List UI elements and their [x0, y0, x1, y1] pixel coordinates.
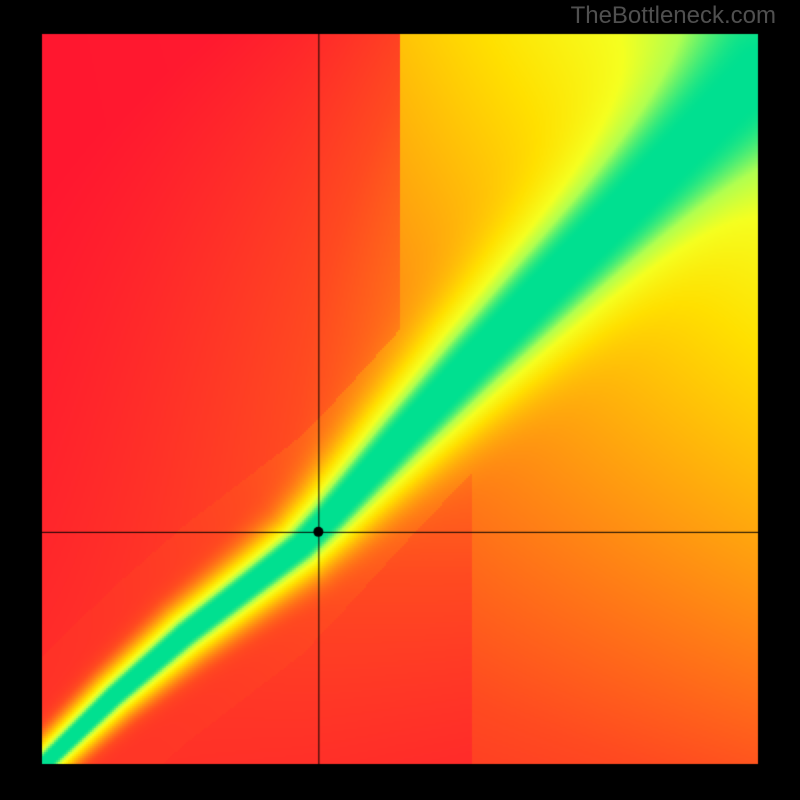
watermark-text: TheBottleneck.com	[571, 2, 776, 30]
heatmap-canvas	[0, 0, 800, 800]
